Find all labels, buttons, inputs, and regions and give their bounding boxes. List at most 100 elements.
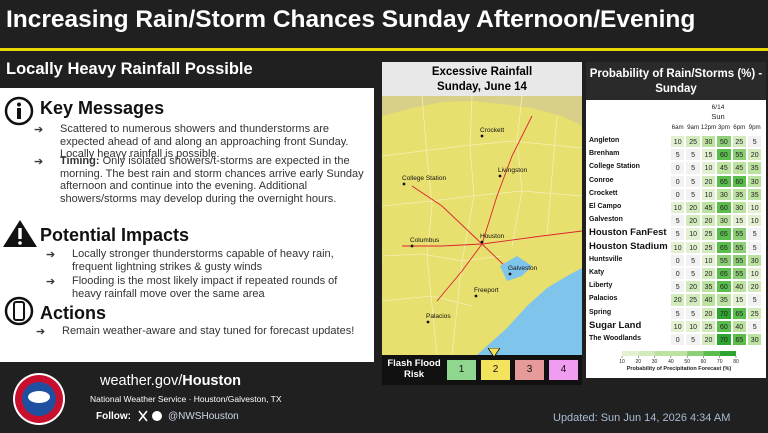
pop-cell: 55 — [716, 253, 732, 267]
pop-cell: 20 — [685, 280, 701, 294]
risk-marker — [488, 348, 500, 357]
scale-tick-label: 50 — [684, 359, 690, 365]
bullet-arrow: ➔ — [46, 276, 56, 288]
pop-cell: 5 — [685, 267, 701, 281]
scale-tick-label: 80 — [733, 359, 739, 365]
warning-icon — [3, 220, 37, 247]
pop-cell: 0 — [670, 161, 686, 175]
scale-tick-label: 40 — [668, 359, 674, 365]
bullet-text: Flooding is the most likely impact if re… — [72, 275, 338, 300]
row-name: Spring — [589, 308, 612, 316]
table-date: 6/14 — [711, 104, 725, 111]
handle: @NWSHouston — [168, 411, 239, 422]
phone-icon — [4, 296, 34, 326]
pop-cell: 35 — [700, 280, 717, 294]
pop-cell: 30 — [716, 187, 732, 201]
section-heading: Key Messages — [40, 98, 165, 118]
city-dot — [480, 240, 484, 244]
row-name: Palacios — [589, 295, 618, 303]
scale-tick-label: 60 — [701, 359, 707, 365]
pop-cell: 20 — [685, 201, 701, 215]
row-name: Liberty — [589, 282, 613, 290]
pop-cell: 65 — [716, 227, 732, 241]
pop-cell: 65 — [716, 240, 732, 254]
city-label: Galveston — [508, 265, 538, 272]
pop-cell: 0 — [670, 253, 686, 267]
pop-cell: 5 — [747, 293, 763, 307]
pop-cell: 15 — [700, 148, 717, 162]
pop-cell: 0 — [670, 187, 686, 201]
pop-cell: 10 — [685, 240, 701, 254]
map-subtitle: Sunday, June 14 — [437, 81, 527, 93]
flood-legend-title: Flash Flood Risk — [387, 358, 441, 380]
row-name: Houston FanFest — [589, 227, 667, 239]
pop-cell: 5 — [685, 187, 701, 201]
scale-swatch — [654, 351, 671, 356]
bullet: Timing: Only isolated showers/t-storms a… — [60, 155, 366, 205]
table-title: Probability of Rain/Storms (%) - Sunday — [586, 62, 766, 100]
city-dot — [498, 174, 502, 178]
subtitle: Locally Heavy Rainfall Possible — [6, 60, 253, 78]
pop-cell: 65 — [731, 306, 747, 320]
pop-cell: 5 — [685, 148, 701, 162]
pop-cell: 40 — [731, 280, 747, 294]
pop-cell: 60 — [716, 201, 732, 215]
time-header: 9pm — [748, 124, 761, 131]
social-icons — [138, 410, 162, 422]
follow: Follow: — [96, 411, 131, 422]
pop-cell: 5 — [670, 227, 686, 241]
row-name: Huntsville — [589, 255, 623, 263]
left-panel: Key Messages ➔ Scattered to numerous showe… — [0, 88, 374, 362]
row-name: El Campo — [589, 203, 622, 210]
scale-tick-label: 70 — [717, 359, 723, 365]
pop-cell: 5 — [670, 214, 686, 228]
pop-cell: 55 — [731, 267, 747, 281]
pop-cell: 45 — [700, 201, 717, 215]
pop-cell: 60 — [716, 280, 732, 294]
pop-cell: 55 — [731, 240, 747, 254]
city-dot — [508, 272, 512, 276]
pop-cell: 30 — [747, 333, 763, 347]
pop-cell: 20 — [700, 174, 717, 188]
time-header: 6pm — [733, 124, 746, 131]
scale-swatch — [622, 351, 639, 356]
pop-cell: 20 — [685, 214, 701, 228]
pop-cell: 35 — [731, 187, 747, 201]
updated: Updated: Sun Jun 14, 2026 4:34 AM — [553, 412, 731, 424]
time-header: 9am — [687, 124, 700, 131]
pop-cell: 55 — [731, 253, 747, 267]
pop-cell: 25 — [700, 227, 717, 241]
city-label: Houston — [480, 233, 505, 240]
pop-cell: 10 — [700, 161, 717, 175]
scale-tick-label: 10 — [619, 359, 625, 365]
city-dot — [410, 244, 414, 248]
risk-level: 1 — [446, 359, 477, 381]
pop-cell: 10 — [685, 319, 701, 333]
scale-swatch — [719, 351, 736, 356]
pop-cell: 5 — [670, 306, 686, 320]
city-label: Livingston — [498, 167, 528, 174]
pop-cell: 70 — [716, 333, 732, 347]
city-label: Columbus — [410, 237, 440, 244]
row-name: Brenham — [589, 150, 620, 158]
pop-cell: 5 — [670, 280, 686, 294]
row-name: Houston Stadium — [589, 240, 668, 252]
pop-cell: 60 — [716, 319, 732, 333]
row-name: Galveston — [589, 216, 623, 224]
office: National Weather Service · Houston/Galve… — [90, 394, 282, 404]
scale-label: Probability of Precipitation Forecast (%… — [627, 366, 732, 372]
site-plain: weather.gov/ — [100, 373, 183, 389]
time-header: 3pm — [717, 124, 730, 131]
pop-cell: 30 — [700, 135, 717, 149]
city-dot — [402, 182, 406, 186]
city-dot — [480, 134, 484, 138]
pop-cell: 20 — [700, 333, 717, 347]
pop-cell: 5 — [747, 240, 763, 254]
bullet: Scattered to numerous showers and thunde… — [60, 123, 366, 161]
pop-cell: 30 — [716, 214, 732, 228]
city-dot — [426, 320, 430, 324]
pop-cell: 5 — [747, 135, 763, 149]
row-name: Crockett — [589, 189, 618, 197]
pop-cell: 30 — [747, 174, 763, 188]
